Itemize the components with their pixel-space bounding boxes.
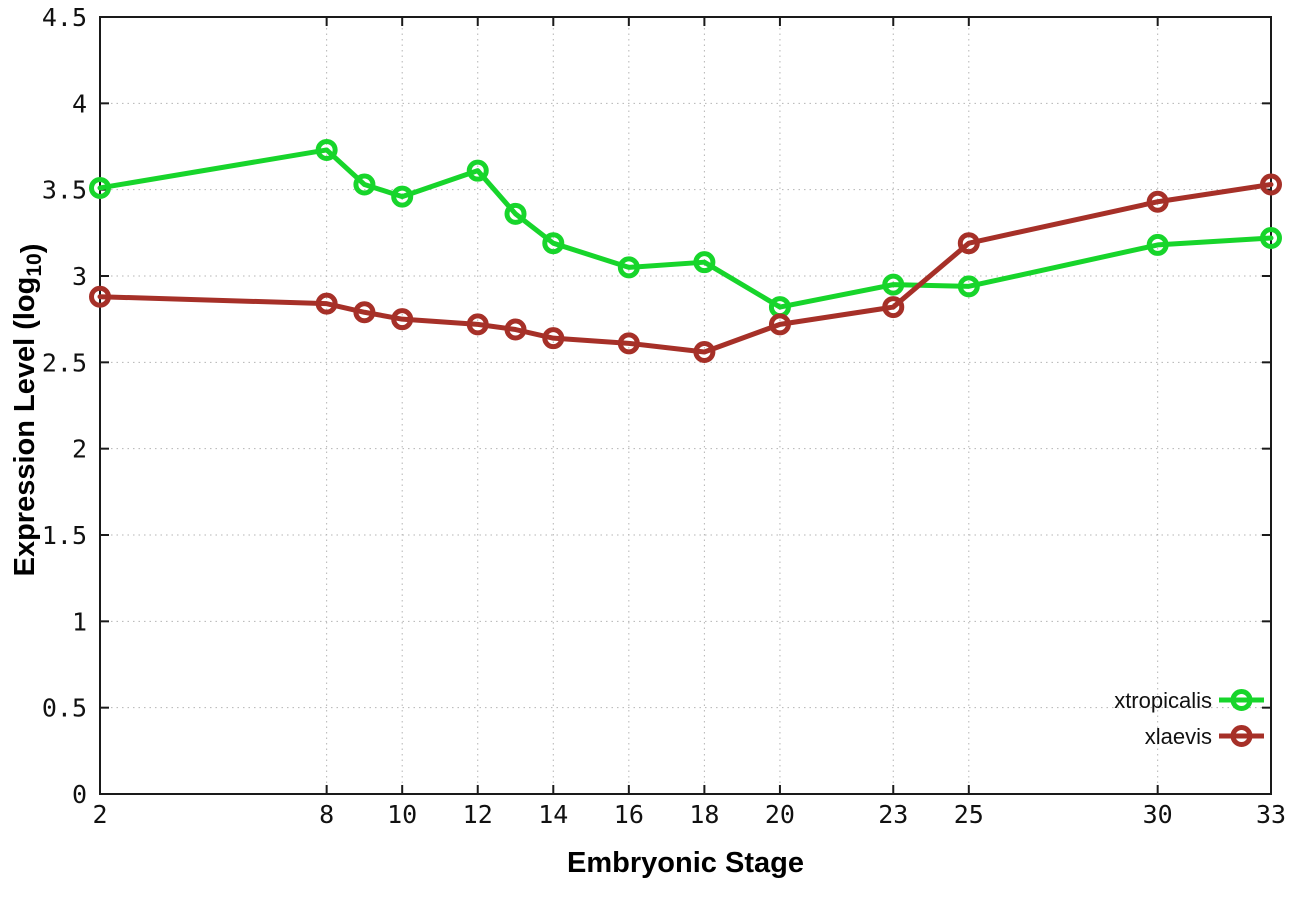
x-axis-title: Embryonic Stage	[567, 847, 804, 879]
data-point-marker	[391, 185, 414, 208]
data-point-marker	[89, 176, 111, 199]
legend-item-xlaevis: xlaevis	[1145, 724, 1264, 749]
data-point-marker	[768, 313, 791, 336]
data-point-marker	[466, 159, 489, 182]
legend-label: xtropicalis	[1114, 688, 1212, 713]
data-point-marker	[504, 318, 527, 341]
data-point-marker	[89, 285, 111, 308]
data-point-marker	[1146, 233, 1169, 256]
y-axis-title-subscript: 10	[23, 253, 46, 276]
series-xtropicalis	[89, 138, 1282, 319]
data-point-marker	[315, 292, 338, 315]
data-point-marker	[957, 232, 980, 255]
x-tick-label: 25	[954, 800, 984, 829]
x-tick-label: 8	[319, 800, 334, 829]
legend-sample-marker	[1230, 725, 1253, 747]
y-tick-label: 1	[72, 607, 87, 636]
series-xlaevis	[89, 173, 1282, 363]
series-line	[97, 147, 1274, 310]
data-point-marker	[957, 275, 980, 298]
x-tick-label: 20	[765, 800, 795, 829]
y-tick-label: 4.5	[42, 3, 87, 32]
data-point-marker	[466, 313, 489, 336]
grid-lines	[99, 16, 1272, 795]
data-point-marker	[353, 301, 376, 324]
data-point-marker	[1146, 190, 1169, 213]
data-point-marker	[617, 332, 640, 355]
x-tick-label: 23	[878, 800, 908, 829]
data-point-marker	[391, 308, 414, 331]
plot-border	[99, 16, 1272, 795]
axis-ticks	[99, 16, 1272, 795]
data-point-marker	[504, 202, 527, 225]
series-line	[97, 181, 1274, 355]
data-point-marker	[353, 173, 376, 196]
data-point-marker	[1260, 227, 1282, 250]
legend: xtropicalis xlaevis	[1114, 688, 1264, 749]
data-point-marker	[617, 256, 640, 279]
y-tick-label: 3.5	[42, 176, 87, 205]
x-tick-label: 14	[538, 800, 568, 829]
data-point-marker	[693, 340, 716, 363]
y-axis-labels: 0 0.5 1 1.5 2 2.5 3 3.5 4 4.5	[42, 3, 87, 809]
x-tick-label: 10	[387, 800, 417, 829]
x-tick-label: 33	[1256, 800, 1286, 829]
data-point-marker	[882, 296, 905, 319]
y-tick-label: 4	[72, 89, 87, 118]
data-point-marker	[882, 273, 905, 296]
x-axis-labels: 2 8 10 12 14 16 18 20 23 25 30 33	[92, 800, 1286, 829]
y-tick-label: 0	[72, 780, 87, 809]
y-axis-title-text: Expression Level (log	[9, 277, 41, 577]
y-axis-title: Expression Level (log10)	[9, 244, 48, 577]
data-point-marker	[315, 138, 338, 161]
legend-item-xtropicalis: xtropicalis	[1114, 688, 1264, 713]
data-point-marker	[693, 251, 716, 274]
data-point-marker	[542, 327, 565, 350]
y-tick-label: 0.5	[42, 694, 87, 723]
x-tick-label: 30	[1143, 800, 1173, 829]
y-tick-label: 3	[72, 262, 87, 291]
y-axis-title-text: )	[16, 244, 48, 254]
legend-sample-marker	[1230, 689, 1253, 711]
y-tick-label: 2.5	[42, 348, 87, 377]
data-point-marker	[542, 232, 565, 255]
y-tick-label: 2	[72, 435, 87, 464]
x-tick-label: 2	[92, 800, 107, 829]
legend-label: xlaevis	[1145, 724, 1212, 749]
y-tick-label: 1.5	[42, 521, 87, 550]
data-point-marker	[1260, 173, 1282, 196]
x-tick-label: 18	[689, 800, 719, 829]
x-tick-label: 16	[614, 800, 644, 829]
x-tick-label: 12	[463, 800, 493, 829]
